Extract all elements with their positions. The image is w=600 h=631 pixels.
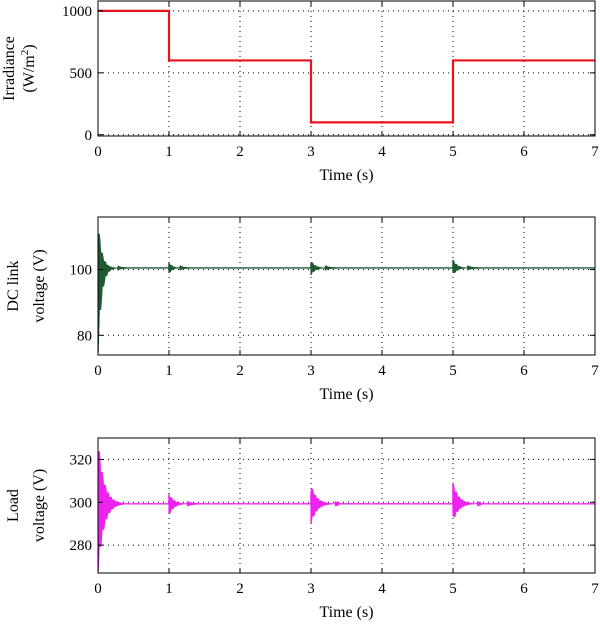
y-axis-label: Irradiance (1, 36, 18, 101)
x-axis-label: Time (s) (319, 604, 373, 621)
y-axis-unit-base: (W/m (21, 55, 38, 93)
x-tick-label: 7 (591, 581, 599, 597)
y-tick-label: 280 (70, 538, 93, 554)
x-tick-label: 5 (449, 363, 457, 379)
x-tick-label: 3 (307, 144, 315, 160)
x-tick-label: 3 (307, 363, 315, 379)
x-tick-label: 6 (520, 581, 528, 597)
y-tick-label: 0 (85, 128, 93, 144)
series-line-1 (98, 451, 595, 572)
y-axis-unit: (W/m2) (19, 44, 38, 92)
panel-3: 0 1 2 3 4 5 6 7 280 300 320 Time (s) Load voltage (V) (5, 437, 599, 621)
plot-frame (97, 0, 596, 137)
y-tick-label: 1000 (62, 4, 92, 20)
x-tick-label: 4 (378, 144, 386, 160)
y-tick-label: 80 (77, 328, 92, 344)
x-tick-label: 5 (449, 144, 457, 160)
x-tick-label: 6 (520, 144, 528, 160)
x-tick-label: 6 (520, 363, 528, 379)
x-tick-label: 2 (236, 363, 244, 379)
y-tick-label: 320 (70, 452, 93, 468)
x-tick-label: 0 (94, 144, 102, 160)
x-tick-label: 4 (378, 581, 386, 597)
y-axis-unit: voltage (V) (31, 469, 48, 542)
x-tick-label: 1 (165, 581, 173, 597)
y-axis-unit: voltage (V) (31, 249, 48, 322)
y-tick-label: 500 (70, 66, 93, 82)
x-tick-label: 7 (591, 363, 599, 379)
x-tick-label: 0 (94, 363, 102, 379)
x-tick-label: 5 (449, 581, 457, 597)
x-tick-label: 2 (236, 581, 244, 597)
x-tick-label: 0 (94, 581, 102, 597)
x-tick-label: 2 (236, 144, 244, 160)
y-tick-label: 300 (70, 495, 93, 511)
x-tick-label: 7 (591, 144, 599, 160)
y-tick-label: 100 (70, 263, 93, 279)
plot-frame (97, 437, 596, 574)
x-tick-label: 1 (165, 363, 173, 379)
y-axis-label: Load (5, 489, 22, 522)
y-axis-label: DC link (5, 260, 22, 311)
x-tick-label: 3 (307, 581, 315, 597)
panel-2: 0 1 2 3 4 5 6 7 80 100 Time (s) DC link voltage (V) (5, 216, 599, 403)
y-axis-unit-close: ) (21, 44, 38, 49)
series-line-1 (98, 9, 595, 124)
plot-frame (97, 216, 596, 356)
y-axis-unit-superscript: 2 (19, 50, 31, 56)
x-axis-label: Time (s) (319, 386, 373, 403)
x-tick-label: 4 (378, 363, 386, 379)
x-axis-label: Time (s) (319, 167, 373, 184)
x-tick-label: 1 (165, 144, 173, 160)
series-line-1 (98, 233, 595, 352)
